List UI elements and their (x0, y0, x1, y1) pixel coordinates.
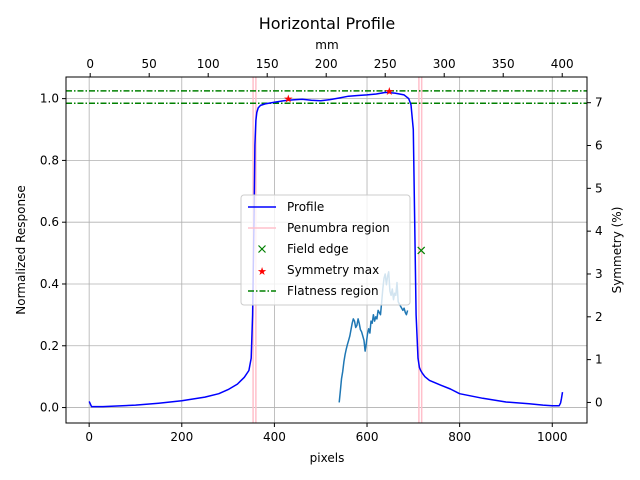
y-tick-label: 0.2 (40, 339, 59, 353)
legend-box (240, 194, 411, 306)
x2-tick-label: 350 (492, 57, 515, 71)
x-tick-label: 600 (356, 430, 379, 444)
y2-tick-label: 5 (595, 181, 603, 195)
chart-title: Horizontal Profile (259, 14, 396, 33)
legend-label-flatness: Flatness region (287, 284, 379, 298)
legend-label-symmetry-max: Symmetry max (287, 263, 379, 277)
profile-line (88, 91, 564, 408)
legend-swatch-field-edge (258, 245, 266, 253)
x2-tick-label: 150 (256, 57, 279, 71)
y-tick-label: 0.8 (40, 153, 59, 167)
y2-tick-label: 6 (595, 139, 603, 153)
legend-swatch-symmetry-max: ★ (257, 265, 267, 278)
y-tick-label: 0.4 (40, 277, 59, 291)
y-tick-label: 1.0 (40, 92, 59, 106)
symmetry-max-marker: ★ (283, 93, 293, 106)
y2-axis-label: Symmetry (%) (610, 207, 624, 294)
x-tick-label: 400 (263, 430, 286, 444)
y2-tick-label: 1 (595, 353, 603, 367)
x2-tick-label: 400 (551, 57, 574, 71)
x-tick-label: 0 (85, 430, 93, 444)
x2-axis-label: mm (315, 38, 338, 52)
symmetry-max-marker: ★ (384, 85, 394, 98)
legend-label-penumbra: Penumbra region (287, 221, 390, 235)
field-edge-marker (417, 246, 426, 255)
y-tick-label: 0.0 (40, 401, 59, 415)
y2-tick-label: 2 (595, 310, 603, 324)
x2-tick-label: 250 (374, 57, 397, 71)
x2-tick-label: 100 (197, 57, 220, 71)
y-axis-label: Normalized Response (14, 185, 28, 315)
y2-tick-label: 3 (595, 267, 603, 281)
x2-tick-label: 300 (433, 57, 456, 71)
x2-tick-label: 200 (315, 57, 338, 71)
x2-tick-label: 0 (86, 57, 94, 71)
y2-tick-label: 7 (595, 96, 603, 110)
x-tick-label: 200 (170, 430, 193, 444)
y2-tick-label: 4 (595, 224, 603, 238)
x-tick-label: 800 (448, 430, 471, 444)
field-edge-marker-stroke (417, 246, 426, 255)
x2-tick-label: 50 (142, 57, 157, 71)
legend-label-field-edge: Field edge (287, 242, 349, 256)
legend-label-profile: Profile (287, 200, 324, 214)
y-tick-label: 0.6 (40, 215, 59, 229)
x-axis-label: pixels (310, 451, 345, 465)
x-tick-label: 1000 (537, 430, 568, 444)
y2-tick-label: 0 (595, 395, 603, 409)
legend: Profile Penumbra region Field edge ★ Sym… (240, 194, 411, 306)
